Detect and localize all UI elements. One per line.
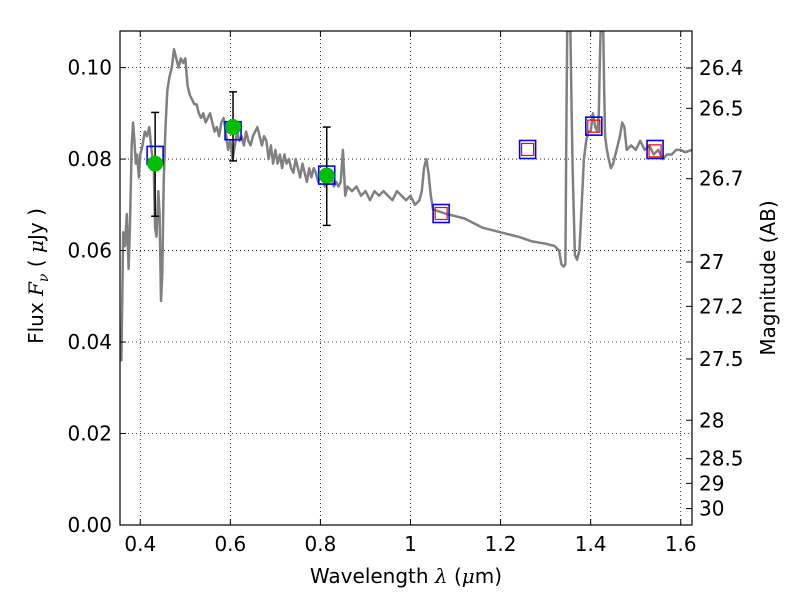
observed-point — [225, 119, 242, 136]
right-tick-label: 30 — [699, 497, 724, 521]
right-tick-label: 28.5 — [699, 447, 744, 471]
x-tick-label: 0.8 — [305, 532, 337, 556]
right-axis-label: Magnitude (AB) — [756, 200, 780, 355]
y-axis-mu: μ — [24, 240, 48, 253]
axis-ticks: 0.4 0.6 0.8 1 1.2 1.4 1.6 0.00 0.02 0.04 0.06 0.08 0… — [67, 31, 744, 556]
y-tick-label: 0.08 — [67, 147, 112, 171]
x-axis-unit-close: m) — [475, 564, 502, 588]
model-photometry-marker — [585, 116, 603, 136]
observed-point — [147, 155, 164, 172]
x-tick-label: 0.6 — [214, 532, 246, 556]
right-tick-label: 28 — [699, 408, 724, 432]
predicted-flux-marker — [587, 119, 601, 133]
x-tick-label: 1.4 — [575, 532, 607, 556]
model-photometry-marker — [646, 139, 664, 160]
predicted-flux-marker — [521, 142, 535, 157]
plot-frame — [119, 30, 693, 526]
x-axis-unit-open: ( — [448, 564, 462, 588]
x-tick-label: 1 — [404, 532, 417, 556]
y-tick-label: 0.04 — [67, 330, 112, 354]
x-tick-label: 1.6 — [665, 532, 697, 556]
x-axis-lambda: λ — [434, 564, 448, 588]
y-tick-label: 0.10 — [67, 56, 112, 80]
right-tick-label: 26.7 — [699, 167, 744, 191]
plot-area — [120, 31, 692, 362]
model-photometry-marker — [432, 203, 450, 224]
x-axis-label: Wavelength λ (μm) — [310, 564, 502, 588]
y-tick-label: 0.02 — [67, 422, 112, 446]
right-tick-label: 27.5 — [699, 347, 744, 371]
predicted-flux-marker — [434, 206, 448, 221]
model-photometry-marker — [518, 139, 537, 160]
spectrum-line — [120, 31, 692, 362]
x-axis-label-text: Wavelength — [310, 564, 435, 588]
y-tick-label: 0.00 — [67, 513, 112, 537]
y-axis-nu: ν — [36, 273, 52, 282]
right-tick-label: 26.5 — [699, 96, 744, 120]
x-tick-label: 0.4 — [124, 532, 156, 556]
y-axis-unit-open: ( — [24, 253, 48, 274]
grid-lines — [120, 31, 692, 526]
y-axis-label: Flux Fν ( μJy ) — [24, 208, 52, 344]
right-tick-label: 26.4 — [699, 56, 744, 80]
right-tick-label: 27 — [699, 250, 724, 274]
observed-point — [318, 167, 335, 184]
y-axis-unit-close: Jy ) — [24, 208, 48, 242]
y-axis-F: F — [24, 281, 48, 297]
predicted-flux-marker — [648, 144, 662, 158]
y-axis-label-text: Flux — [24, 296, 48, 344]
y-tick-label: 0.06 — [67, 239, 112, 263]
right-tick-label: 27.2 — [699, 294, 744, 318]
x-tick-label: 1.2 — [485, 532, 517, 556]
right-tick-label: 29 — [699, 471, 724, 495]
x-axis-mu: μ — [462, 564, 475, 588]
